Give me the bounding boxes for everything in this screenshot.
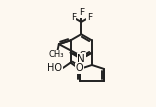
Text: F: F: [87, 13, 92, 22]
Text: N: N: [77, 54, 85, 64]
Text: CH₃: CH₃: [49, 50, 64, 59]
Text: S: S: [79, 51, 86, 62]
Text: F: F: [79, 8, 84, 17]
Text: O: O: [75, 63, 83, 73]
Text: S: S: [77, 64, 83, 74]
Text: F: F: [71, 13, 76, 22]
Text: HO: HO: [47, 63, 62, 73]
